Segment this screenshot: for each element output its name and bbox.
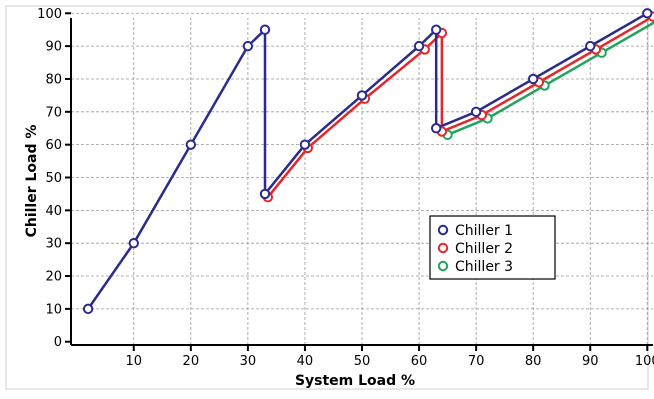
y-tick-label: 70 [45,105,62,120]
legend-label-2: Chiller 2 [455,241,513,257]
legend: Chiller 1 Chiller 2 Chiller 3 [429,215,556,280]
y-tick-label: 0 [54,335,62,350]
x-tick-label: 10 [125,354,142,369]
legend-label-1: Chiller 1 [455,223,513,239]
x-axis-title: System Load % [295,373,415,389]
legend-label-3: Chiller 3 [455,259,513,275]
data-point-1 [470,106,482,118]
data-point-1 [356,90,368,101]
axes [65,12,653,351]
data-point-1 [642,8,653,19]
y-tick-label: 60 [45,138,62,153]
data-point-1 [413,40,425,52]
x-tick-label: 100 [635,354,654,369]
legend-marker-1 [437,224,449,236]
x-tick-label: 30 [240,354,257,369]
data-point-1 [430,24,442,35]
x-tick-label: 80 [525,354,542,369]
data-point-1 [259,24,271,35]
x-tick-label: 50 [354,354,371,369]
plot-frame [5,5,649,390]
series-line-2 [266,15,654,198]
data-point-1 [585,40,596,52]
x-tick-label: 20 [183,354,200,369]
y-tick-label: 40 [45,204,62,219]
data-point-1 [185,139,197,150]
data-point-1 [299,139,311,150]
legend-box [429,215,556,280]
legend-marker-3 [437,260,449,272]
y-tick-label: 10 [45,302,62,317]
y-tick-label: 30 [45,237,62,252]
y-tick-label: 20 [45,270,62,285]
y-tick-label: 90 [45,40,62,55]
data-point-1 [527,73,539,85]
y-tick-label: 50 [45,171,62,186]
legend-marker-2 [437,242,449,254]
data-point-1 [430,123,442,134]
data-point-1 [128,237,139,249]
tick-labels: 0 10 20 30 40 50 60 70 80 90 100 10 20 30 40 50 60 70 80 90… [37,7,654,369]
x-tick-label: 60 [411,354,428,369]
y-tick-label: 100 [37,7,62,22]
x-tick-label: 90 [582,354,599,369]
x-tick-label: 40 [297,354,314,369]
data-point-1 [82,303,94,315]
series [82,8,654,315]
data-point-1 [242,40,254,52]
x-tick-label: 70 [468,354,485,369]
data-point-1 [259,188,271,200]
y-axis-title: Chiller Load % [24,125,40,238]
y-tick-label: 80 [45,72,62,87]
